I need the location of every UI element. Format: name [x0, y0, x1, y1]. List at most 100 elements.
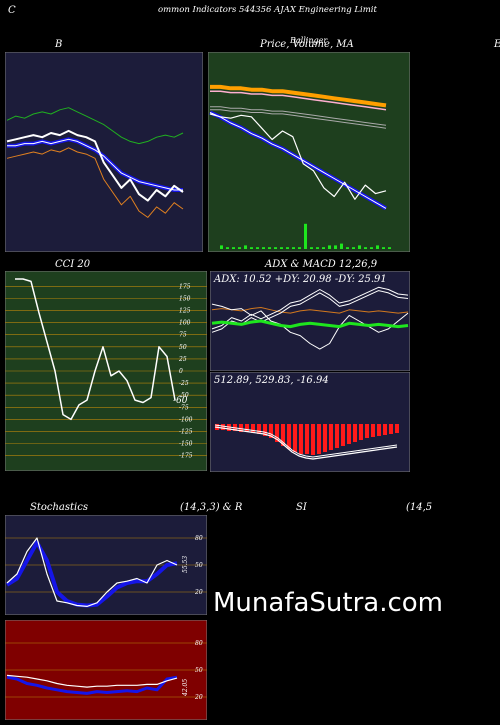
- si-params: (14,5: [406, 502, 433, 513]
- volume-bar: [328, 245, 331, 249]
- stoch-k-line: [6, 537, 178, 608]
- macd-hist-bar: [287, 424, 291, 449]
- volume-bar: [358, 245, 361, 249]
- macd-values: 512.89, 529.83, -16.94: [214, 375, 329, 386]
- cci-tick-label: 150: [179, 295, 191, 302]
- cci-tick-label: -175: [179, 453, 193, 460]
- stoch-tick-label: 20: [194, 589, 203, 596]
- rsi-tick-label: 50: [195, 667, 203, 674]
- price-band-core: [209, 112, 387, 209]
- volume-bars: [220, 223, 391, 249]
- header-left-letter: C: [8, 5, 16, 16]
- page-title: ommon Indicators 544356 AJAX Engineering…: [158, 5, 377, 15]
- macd-hist-bar: [341, 424, 345, 446]
- volume-bar: [250, 247, 253, 249]
- rsi-line: [6, 675, 178, 695]
- rsi-last-value: 42.05: [182, 679, 189, 697]
- plus-dy-line-2: [211, 286, 409, 330]
- cci-tick-label: 175: [179, 283, 191, 290]
- rsi-tick-label: 20: [194, 694, 203, 701]
- volume-bar: [286, 247, 289, 249]
- stoch-lines: [5, 537, 178, 608]
- bb-mid-core: [7, 138, 183, 191]
- rsi-lines: [6, 674, 178, 695]
- volume-bar: [274, 247, 277, 249]
- macd-hist-bar: [221, 424, 225, 430]
- adx-values: ADX: 10.52 +DY: 20.98 -DY: 25.91: [214, 274, 387, 285]
- macd-hist-bar: [383, 424, 387, 435]
- price-overlay-label: Ballinger: [290, 36, 328, 45]
- macd-hist-bar: [305, 424, 309, 454]
- macd-hist-bar: [353, 424, 357, 442]
- adx-line: [211, 307, 409, 314]
- macd-hist-bar: [377, 424, 381, 436]
- bb-lower-line: [6, 147, 184, 218]
- header-right-letter: E: [494, 39, 500, 50]
- price-label: Price, Volume, MA: [260, 39, 354, 50]
- volume-bar: [364, 247, 367, 249]
- bollinger-lines: [6, 107, 184, 218]
- volume-bar: [220, 245, 223, 249]
- price-panel: [208, 52, 410, 252]
- rsi-grid: 80 50 20: [5, 640, 207, 701]
- rsi-ma-line: [6, 674, 178, 688]
- volume-bar: [262, 247, 265, 249]
- rsi-tick-label: 80: [195, 640, 203, 647]
- cci-tick-label: -150: [179, 441, 193, 448]
- stoch-last-value: 55.53: [182, 556, 189, 573]
- volume-bar: [340, 243, 343, 249]
- si-label: SI: [296, 502, 307, 513]
- stoch-tick-label: 50: [195, 562, 203, 569]
- bollinger-panel: [5, 52, 203, 252]
- volume-bar: [244, 245, 247, 249]
- macd-hist-bar: [329, 424, 333, 450]
- cci-tick-label: -50: [179, 392, 189, 399]
- cci-tick-label: 50: [179, 344, 187, 351]
- cci-panel: 175 150 125 100 75 50 25 0 -25 -50 -75 -100 -125 -150…: [5, 271, 207, 471]
- adx-label: ADX & MACD 12,26,9: [265, 259, 378, 270]
- cci-tick-label: 100: [179, 320, 191, 327]
- volume-bar: [334, 245, 337, 249]
- bb-upper-line: [6, 107, 184, 145]
- volume-bar: [298, 247, 301, 249]
- macd-hist-bar: [263, 424, 267, 436]
- adx-panel: ADX: 10.52 +DY: 20.98 -DY: 25.91: [210, 271, 410, 371]
- stoch-tick-label: 80: [195, 535, 203, 542]
- macd-hist-bar: [323, 424, 327, 452]
- macd-hist-bar: [293, 424, 297, 452]
- volume-bar: [256, 247, 259, 249]
- cci-tick-label: 0: [179, 368, 183, 375]
- volume-bar: [292, 247, 295, 249]
- volume-bar: [322, 247, 325, 249]
- cci-tick-label: 75: [179, 332, 187, 339]
- adx-green-line: [211, 319, 409, 329]
- macd-hist-bar: [245, 424, 249, 432]
- stochastics-panel: 80 50 20 55.53: [5, 515, 207, 615]
- macd-hist-bar: [371, 424, 375, 437]
- macd-hist-bar: [275, 424, 279, 442]
- macd-line: [214, 426, 398, 460]
- volume-bar: [388, 247, 391, 249]
- volume-bar: [346, 247, 349, 249]
- cci-grid: 175 150 125 100 75 50 25 0 -25 -50 -75 -100 -125 -150…: [5, 283, 207, 460]
- macd-lines: [214, 424, 398, 460]
- cci-last-value: -60: [173, 396, 188, 406]
- macd-hist-bar: [311, 424, 315, 455]
- macd-hist-bar: [251, 424, 255, 433]
- macd-hist-bar: [359, 424, 363, 440]
- cci-tick-label: 125: [179, 307, 191, 314]
- cci-tick-label: -75: [179, 404, 189, 411]
- macd-hist-bar: [281, 424, 285, 446]
- macd-hist-bar: [239, 424, 243, 432]
- price-ma-short2: [210, 109, 387, 129]
- stoch-grid: 80 50 20: [5, 535, 207, 596]
- macd-hist-bar: [389, 424, 393, 434]
- price-close-line: [209, 113, 387, 200]
- cci-tick-label: -25: [179, 380, 189, 387]
- volume-bar: [304, 223, 307, 249]
- macd-hist-bar: [257, 424, 261, 434]
- cci-tick-label: -125: [179, 429, 193, 436]
- volume-bar: [316, 247, 319, 249]
- volume-bar: [382, 247, 385, 249]
- volume-bar: [268, 247, 271, 249]
